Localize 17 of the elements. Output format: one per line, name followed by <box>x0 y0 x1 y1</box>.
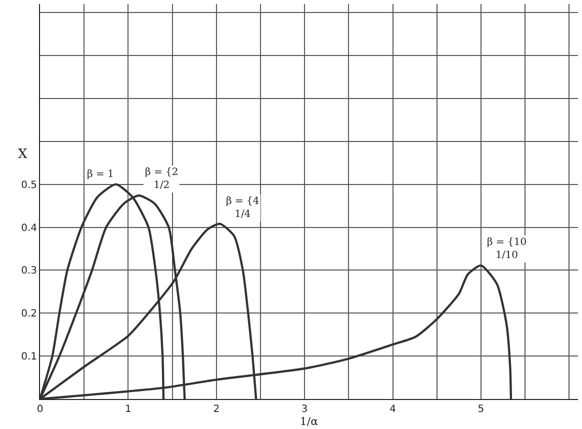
series-label: β = {2 1/2 <box>145 167 178 191</box>
x-tick-label: 5 <box>478 404 484 415</box>
x-tick-label: 0 <box>36 404 44 415</box>
series-label: β = {4 1/4 <box>226 196 260 220</box>
y-tick-label: 0.4 <box>21 222 37 234</box>
x-tick-label: 4 <box>390 404 396 415</box>
series-label: β = {10 1/10 <box>487 237 527 261</box>
x-axis-title: 1/α <box>300 415 319 428</box>
y-axis-title: X <box>18 147 28 162</box>
y-tick-label: 0.5 <box>21 180 37 191</box>
series-label: β = 1 <box>87 169 114 180</box>
x-tick-label: 1 <box>125 404 132 415</box>
y-tick-label: 0.3 <box>21 266 37 277</box>
y-tick-label: 0.1 <box>21 352 37 363</box>
x-tick-label: 2 <box>213 404 220 415</box>
x-tick-label: 3 <box>301 404 308 415</box>
y-tick-label: 0.2 <box>21 308 37 320</box>
